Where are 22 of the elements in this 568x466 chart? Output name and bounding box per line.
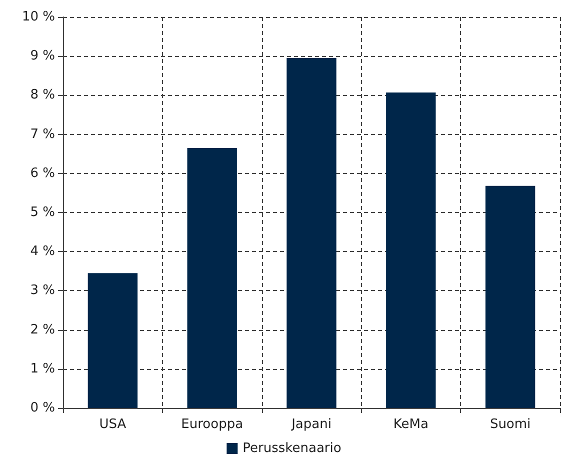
y-tick-label: 2 %: [30, 322, 55, 338]
y-tick-label: 8 %: [30, 88, 55, 103]
x-tick-label: Suomi: [490, 417, 531, 432]
x-tick-label: USA: [99, 417, 126, 432]
y-tick-label: 1 %: [30, 361, 55, 376]
y-tick-label: 9 %: [30, 48, 55, 64]
y-tick-label: 3 %: [30, 283, 55, 298]
bar: [286, 58, 336, 408]
bar: [386, 92, 436, 408]
bar: [187, 148, 237, 408]
x-tick-label: Japani: [290, 417, 332, 432]
legend-label: Perusskenaario: [242, 441, 342, 456]
bar: [485, 186, 536, 408]
y-tick-label: 5 %: [30, 205, 55, 220]
y-tick-label: 10 %: [22, 10, 55, 24]
y-tick-label: 4 %: [30, 244, 55, 260]
y-tick-label: 6 %: [30, 166, 55, 181]
x-tick-label: Eurooppa: [181, 417, 244, 432]
y-tick-label: 7 %: [30, 126, 55, 142]
y-tick-label: 0 %: [30, 400, 55, 416]
x-tick-label: KeMa: [393, 417, 428, 432]
bar: [88, 273, 138, 408]
